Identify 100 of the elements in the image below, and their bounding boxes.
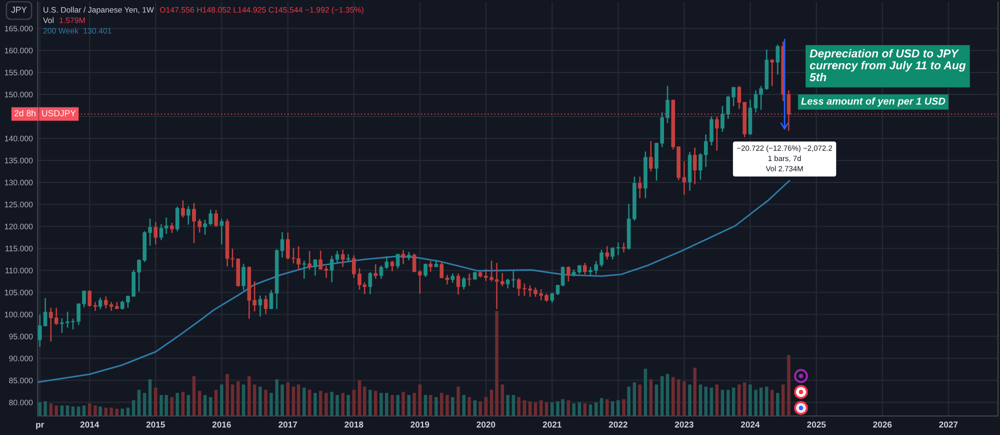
bar [296, 384, 300, 416]
bar [358, 380, 362, 416]
bar [44, 401, 47, 416]
bar [384, 392, 388, 416]
candlestick [374, 264, 378, 280]
candlestick [566, 266, 570, 282]
bar [698, 384, 702, 416]
y-axis-title: JPY [11, 6, 27, 13]
bar [478, 401, 482, 416]
x-tick-label: 2017 [278, 422, 298, 428]
bar [451, 397, 454, 416]
candlestick [786, 90, 791, 132]
candlestick [605, 246, 610, 260]
bar [208, 397, 212, 416]
x-tick-label: 2025 [807, 422, 826, 428]
bar [236, 381, 240, 416]
candlestick [175, 206, 180, 232]
bar [314, 392, 317, 416]
bar [495, 311, 498, 416]
bar [390, 395, 394, 416]
bar [94, 406, 97, 416]
candlestick [412, 253, 416, 273]
bar [60, 406, 64, 416]
bar [54, 406, 58, 416]
candlestick [186, 206, 190, 226]
bar [374, 390, 378, 416]
candlestick [269, 290, 274, 310]
bar [528, 401, 532, 416]
bar [308, 390, 312, 416]
bar [336, 395, 339, 416]
bar [49, 403, 53, 416]
candlestick [214, 209, 218, 228]
bar [38, 402, 42, 416]
bar [732, 388, 736, 416]
x-tick-label: 2018 [344, 422, 364, 428]
bar [500, 384, 504, 416]
bar [280, 384, 284, 416]
candlestick [550, 292, 554, 304]
bar [578, 402, 582, 416]
bar [605, 399, 609, 416]
bar [88, 403, 92, 416]
x-tick-label: pr [36, 422, 44, 430]
candlestick [450, 272, 455, 284]
x-tick-label: 2015 [146, 422, 165, 428]
bar [672, 377, 675, 416]
candlestick [154, 221, 158, 246]
x-tick-label: 2023 [674, 422, 694, 428]
bar [330, 392, 334, 416]
bar [352, 390, 356, 416]
bar [362, 386, 366, 416]
candlestick [220, 218, 224, 246]
bar [186, 395, 190, 416]
bar [748, 384, 752, 416]
bar [512, 395, 516, 416]
bar [137, 390, 141, 416]
bar [781, 384, 785, 416]
bar [132, 400, 136, 416]
bar [770, 390, 774, 416]
bar [242, 384, 246, 416]
bar [341, 392, 344, 416]
candlestick [440, 260, 444, 278]
bar [115, 408, 119, 416]
bar [484, 397, 488, 416]
bar [66, 406, 70, 416]
bar [610, 401, 614, 416]
candlestick [648, 140, 653, 172]
bar [292, 386, 296, 416]
bar [412, 392, 416, 416]
candlestick [346, 253, 350, 263]
bar [318, 390, 322, 416]
bar [550, 402, 554, 416]
bar [704, 386, 708, 416]
candlestick [170, 222, 174, 234]
bar [126, 408, 130, 416]
bar [490, 390, 494, 416]
candlestick [318, 250, 323, 270]
bar [120, 408, 124, 416]
bar [324, 392, 328, 416]
bar [142, 392, 146, 416]
candlestick [638, 176, 642, 199]
bar [754, 390, 758, 416]
bar [522, 400, 526, 416]
bar [710, 388, 714, 416]
bar [738, 384, 741, 416]
bar [666, 374, 670, 416]
bar [264, 390, 268, 416]
bar [759, 388, 763, 416]
bar [440, 392, 444, 416]
candlestick [776, 44, 780, 76]
bar [693, 368, 696, 416]
bar [192, 376, 196, 416]
bar [583, 403, 586, 416]
x-tick-label: 2020 [476, 422, 496, 428]
bar [434, 397, 438, 416]
annotation: Depreciation of USD to JPY currency from July 11 to Aug 5th [810, 49, 966, 82]
bar [539, 400, 543, 416]
bar [220, 384, 224, 416]
candlestick [340, 249, 345, 268]
bar [424, 395, 428, 416]
candlestick [582, 262, 587, 275]
